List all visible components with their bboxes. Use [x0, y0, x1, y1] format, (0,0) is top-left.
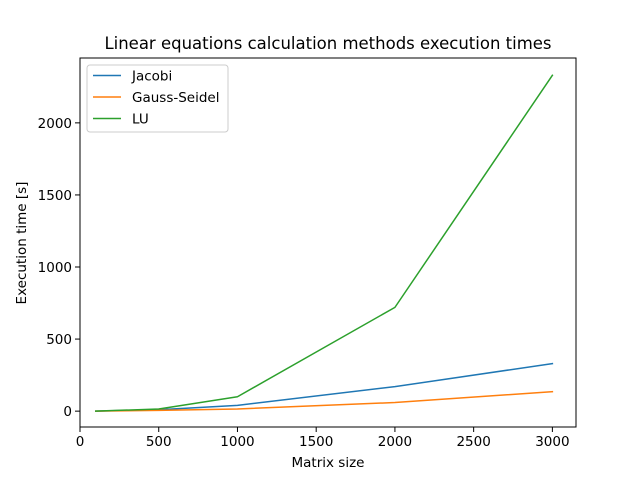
y-tick-label: 0	[63, 404, 72, 420]
y-tick-label: 1500	[38, 188, 72, 204]
y-tick-label: 1000	[38, 260, 72, 276]
x-tick-label: 500	[146, 434, 172, 450]
legend-box	[86, 64, 229, 133]
y-tick-label: 500	[46, 332, 72, 348]
x-axis-ticks: 0 500 1000 1500 2000 2500 3000	[76, 427, 570, 450]
x-tick-label: 3000	[535, 434, 569, 450]
x-tick-label: 0	[76, 434, 85, 450]
y-axis-ticks: 0 500 1000 1500 2000	[38, 116, 80, 420]
y-tick-label: 2000	[38, 116, 72, 132]
legend-label-lu: LU	[132, 112, 149, 128]
x-tick-label: 1500	[299, 434, 333, 450]
plot-frame	[79, 57, 577, 428]
chart-title: Linear equations calculation methods exe…	[104, 34, 551, 53]
y-axis-label: Execution time [s]	[14, 182, 30, 305]
plot-lines	[94, 74, 554, 412]
series-line-gauss-seidel	[94, 390, 554, 412]
x-tick-label: 2500	[456, 434, 490, 450]
series-line-lu	[94, 74, 554, 412]
legend-label-jacobi: Jacobi	[131, 69, 172, 85]
x-axis-label: Matrix size	[292, 455, 365, 471]
x-tick-label: 1000	[220, 434, 254, 450]
x-tick-label: 2000	[378, 434, 412, 450]
legend: Jacobi Gauss-Seidel LU	[86, 64, 229, 133]
legend-label-gauss-seidel: Gauss-Seidel	[132, 90, 219, 106]
